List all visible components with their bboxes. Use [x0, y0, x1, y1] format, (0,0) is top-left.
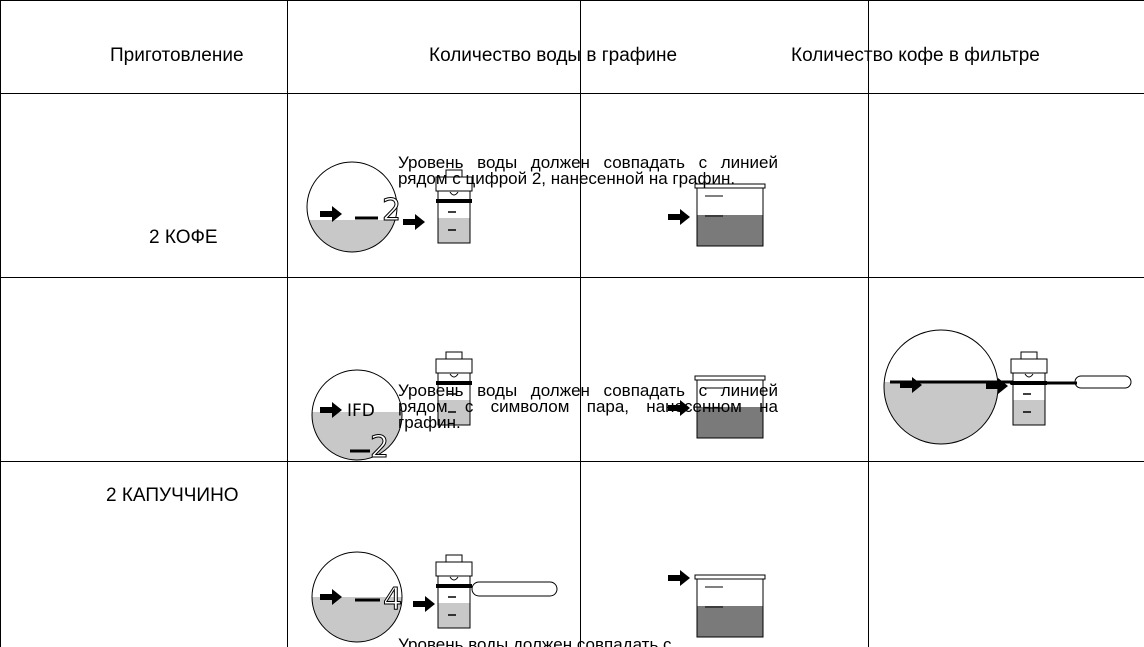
instruction-note: Уровень воды должен совпадать с линией р… [398, 153, 778, 188]
row-label: 2 КОФЕ [149, 227, 218, 248]
level-marker: 2 [369, 430, 390, 466]
instruction-note: Уровень воды должен совпадать с линией р… [398, 381, 778, 432]
header-water: Количество воды в графине [429, 45, 678, 66]
header-coffee: Количество кофе в фильтре [791, 45, 1040, 66]
row-label: 2 КАПУЧЧИНО [106, 485, 239, 506]
level-marker: 2 [381, 193, 402, 229]
level-marker: IFD [347, 401, 375, 421]
level-marker: 4 [382, 582, 403, 618]
illustration-row-3 [311, 551, 766, 643]
instruction-note: Уровень воды должен совпадать с [398, 635, 672, 647]
header-preparation: Приготовление [110, 45, 244, 66]
